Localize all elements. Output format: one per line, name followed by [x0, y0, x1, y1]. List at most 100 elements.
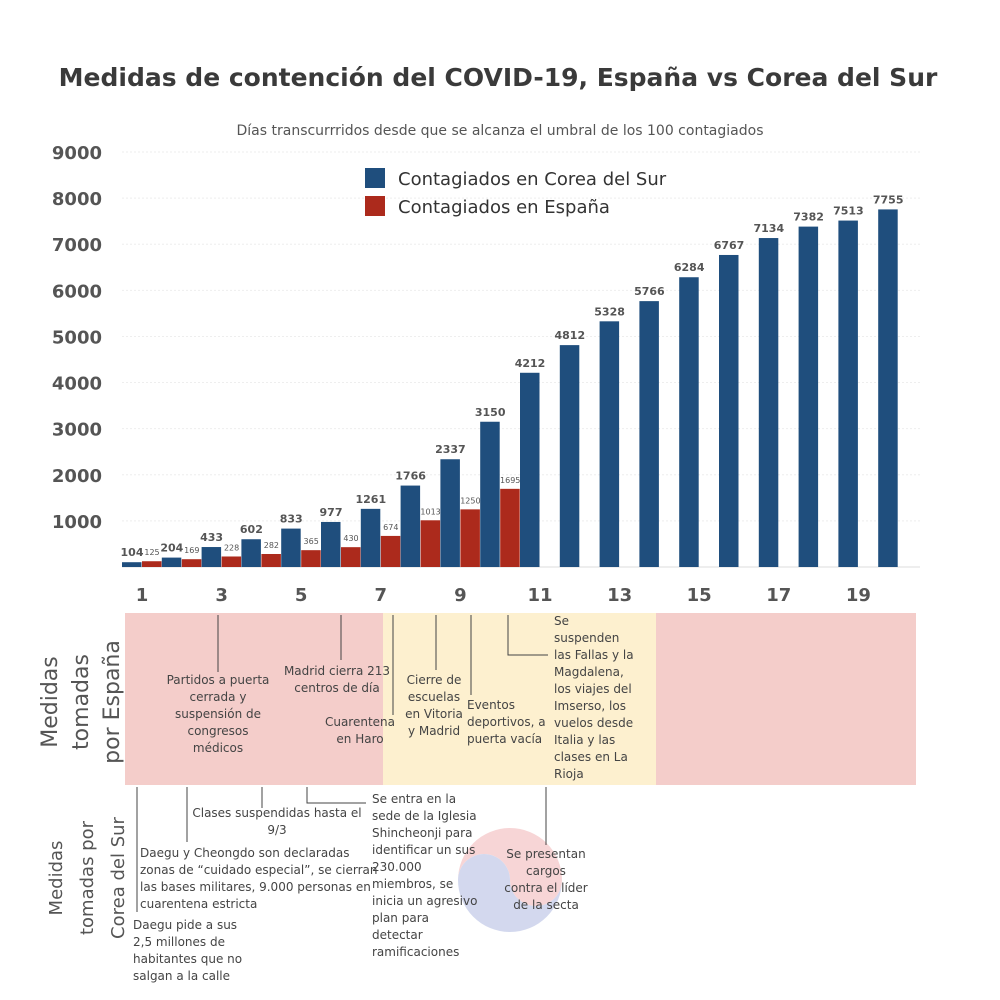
annotation: vuelos desde [554, 716, 633, 730]
legend-swatch [365, 196, 385, 216]
annotation: sede de la Iglesia [372, 809, 477, 823]
data-label: 104 [121, 546, 144, 559]
bar [221, 556, 242, 567]
annotation: Cierre de [407, 673, 462, 687]
annotation: Daegu y Cheongdo son declaradas [140, 846, 349, 860]
annotation: centros de día [294, 681, 380, 695]
bar [719, 254, 739, 567]
data-label: 5766 [634, 285, 665, 298]
data-label: 7134 [753, 222, 784, 235]
annotation: habitantes que no [133, 952, 242, 966]
data-label: 169 [184, 546, 199, 555]
x-tick-label: 15 [687, 585, 712, 606]
annotation: las bases militares, 9.000 personas en [140, 880, 371, 894]
annotation: detectar [372, 928, 423, 942]
korea-symbol [458, 828, 562, 932]
annotation: Rioja [554, 767, 584, 781]
bar [321, 521, 341, 567]
annotation: Magdalena, [554, 665, 624, 679]
annotation: en Vitoria [405, 707, 463, 721]
annotation: de la secta [513, 898, 579, 912]
annotation: puerta vacía [467, 732, 542, 746]
data-label: 5328 [594, 305, 625, 318]
legend-label: Contagiados en España [398, 197, 610, 218]
side-label-line: tomadas por [77, 820, 98, 935]
side-label-line: Medidas [46, 841, 67, 916]
bar [341, 547, 361, 567]
annotation: cerrada y [190, 690, 247, 704]
annotation: 230.000 [372, 860, 422, 874]
bar [201, 547, 222, 567]
bar [380, 535, 401, 567]
bar [878, 209, 898, 568]
x-tick-label: 5 [295, 585, 308, 606]
data-label: 1695 [500, 476, 520, 485]
data-label: 674 [383, 523, 398, 532]
annotation: cargos [526, 864, 566, 878]
bar [181, 559, 202, 567]
annotation: cuarentena estricta [140, 897, 257, 911]
data-label: 228 [224, 543, 239, 552]
y-tick-label: 4000 [52, 374, 102, 395]
data-label: 7755 [873, 193, 904, 206]
y-tick-label: 2000 [52, 466, 102, 487]
data-label: 2337 [435, 443, 466, 456]
x-tick-label: 3 [215, 585, 228, 606]
y-tick-label: 5000 [52, 327, 102, 348]
bar [460, 509, 480, 567]
bar [241, 539, 261, 567]
data-label: 204 [160, 542, 183, 555]
annotation: plan para [372, 911, 429, 925]
annotation: Shincheonji para [372, 826, 472, 840]
annotation: Madrid cierra 213 [284, 664, 390, 678]
bar [122, 562, 142, 567]
data-label: 7382 [793, 211, 824, 224]
annotation: congresos [187, 724, 248, 738]
y-tick-label: 3000 [52, 420, 102, 441]
data-label: 4812 [554, 329, 585, 342]
y-tick-label: 7000 [52, 235, 102, 256]
bar [639, 301, 659, 567]
bar [758, 238, 779, 567]
x-tick-label: 1 [136, 585, 149, 606]
data-label: 4212 [515, 357, 546, 370]
annotation: Se [554, 614, 569, 628]
annotation: suspensión de [175, 707, 261, 721]
data-label: 3150 [475, 406, 506, 419]
annotation: Se presentan [506, 847, 585, 861]
bar [798, 226, 819, 567]
annotation: ramificaciones [372, 945, 459, 959]
annotation: miembros, se [372, 877, 453, 891]
annotation: inicia un agresivo [372, 894, 477, 908]
annotation: Clases suspendidas hasta el [192, 806, 361, 820]
bar [400, 485, 421, 567]
annotation: 2,5 millones de [133, 935, 225, 949]
annotation: en Haro [336, 732, 383, 746]
x-tick-label: 9 [454, 585, 467, 606]
x-tick-label: 11 [527, 585, 552, 606]
bar [520, 372, 540, 567]
chart-title: Medidas de contención del COVID-19, Espa… [59, 63, 938, 92]
annotation: Eventos [467, 698, 515, 712]
data-label: 282 [264, 541, 279, 550]
annotation: clases en La [554, 750, 628, 764]
legend-label: Contagiados en Corea del Sur [398, 169, 667, 190]
bar [360, 508, 381, 567]
bar [261, 553, 281, 567]
band [383, 613, 656, 785]
annotation: Partidos a puerta [167, 673, 270, 687]
annotation: Se entra en la [372, 792, 456, 806]
bar [500, 488, 520, 567]
bar [599, 321, 620, 567]
side-label: Medidas tomadas por Corea del Sur [46, 816, 129, 938]
x-tick-label: 7 [375, 585, 388, 606]
legend-swatch [365, 168, 385, 188]
y-tick-label: 8000 [52, 189, 102, 210]
annotation: zonas de “cuidado especial”, se cierran [140, 863, 377, 877]
y-tick-label: 6000 [52, 281, 102, 302]
annotation: Italia y las [554, 733, 615, 747]
x-tick-label: 19 [846, 585, 871, 606]
annotation: escuelas [408, 690, 460, 704]
data-label: 6767 [714, 239, 745, 252]
data-label: 977 [320, 506, 343, 519]
